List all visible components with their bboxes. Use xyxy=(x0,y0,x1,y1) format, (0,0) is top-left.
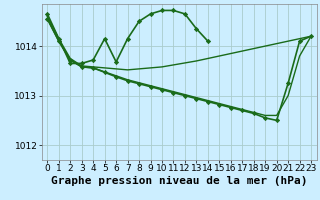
X-axis label: Graphe pression niveau de la mer (hPa): Graphe pression niveau de la mer (hPa) xyxy=(51,176,308,186)
